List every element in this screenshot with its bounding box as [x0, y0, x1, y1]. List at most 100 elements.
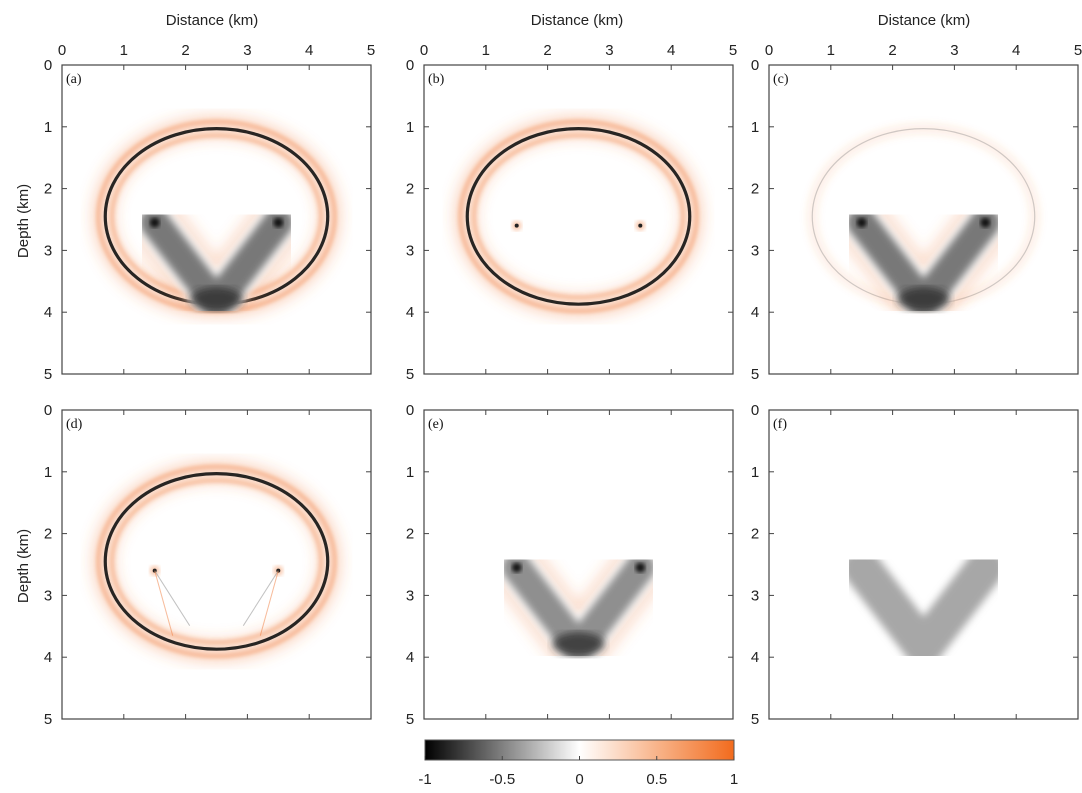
- panel-frame: [61, 64, 372, 375]
- v-tip: [273, 217, 284, 228]
- ellipse-outer-band: [96, 465, 337, 658]
- panel-label: (f): [773, 417, 787, 432]
- panel-b: 0 1 2 3 4 5 0 1 2 3 4 5 (b): [406, 42, 737, 383]
- point-trail: [154, 570, 191, 626]
- colorbar-tick-label: -1: [418, 771, 431, 788]
- panel-content: [842, 548, 1005, 667]
- ellipse-halo: [453, 114, 704, 319]
- y-tick-label: 5: [406, 711, 414, 728]
- y-axis-title-bottom: Depth (km): [15, 529, 32, 603]
- y-tick-label: 0: [751, 402, 759, 419]
- y-tick-label: 5: [44, 366, 52, 383]
- ellipse-outer-band: [458, 120, 699, 313]
- x-tick-label: 5: [367, 42, 375, 59]
- point-trail: [154, 570, 174, 636]
- ellipse-halo: [91, 459, 342, 664]
- colorbar-tick-label: 1: [730, 771, 738, 788]
- colorbar-tick-label: 0.5: [646, 771, 667, 788]
- panel-label: (e): [428, 417, 444, 432]
- x-tick-label: 1: [482, 42, 490, 59]
- y-tick-label: 5: [751, 366, 759, 383]
- ellipse-ring: [103, 472, 330, 651]
- y-tick-label: 4: [44, 649, 52, 666]
- y-tick-label: 3: [751, 242, 759, 259]
- x-tick-label: 2: [888, 42, 896, 59]
- panel-c: 0 1 2 3 4 5 0 1 2 3 4 5 (c): [751, 42, 1082, 383]
- x-tick-label: 4: [667, 42, 675, 59]
- y-tick-label: 3: [44, 242, 52, 259]
- panel-label: (b): [428, 72, 445, 87]
- colorbar: -1 -0.5 0 0.5 1: [418, 739, 738, 788]
- v-bottom: [897, 286, 950, 311]
- panel-content: [488, 539, 669, 676]
- y-tick-label: 2: [751, 181, 759, 198]
- y-tick-label: 1: [751, 464, 759, 481]
- x-axis-title-right: Distance (km): [878, 12, 971, 29]
- y-tick-label: 4: [406, 649, 414, 666]
- x-tick-label: 5: [1074, 42, 1082, 59]
- panel-content: [453, 114, 704, 319]
- x-tick-label: 0: [765, 42, 773, 59]
- y-tick-label: 2: [751, 526, 759, 543]
- panel-e: 0 1 2 3 4 5 (e): [406, 402, 734, 728]
- y-tick-label: 2: [406, 526, 414, 543]
- y-tick-label: 5: [406, 366, 414, 383]
- x-axis-title-left: Distance (km): [166, 12, 259, 29]
- ellipse-inner-band: [472, 134, 685, 299]
- x-tick-label: 3: [605, 42, 613, 59]
- v-tip: [856, 217, 867, 228]
- point-trail: [259, 570, 279, 636]
- panel-label: (a): [66, 72, 82, 87]
- v-body: [842, 548, 1005, 667]
- y-tick-label: 4: [751, 304, 759, 321]
- x-tick-label: 3: [243, 42, 251, 59]
- y-tick-label: 0: [44, 57, 52, 74]
- y-tick-label: 5: [751, 711, 759, 728]
- v-tip: [635, 562, 646, 573]
- y-tick-label: 3: [44, 587, 52, 604]
- ellipse-ring: [465, 127, 692, 306]
- v-bottom: [552, 631, 605, 656]
- y-tick-label: 3: [406, 242, 414, 259]
- x-tick-label: 5: [729, 42, 737, 59]
- panel-a: 0 1 2 3 4 5 0 1 2 3 4 5 (a): [44, 42, 375, 383]
- y-tick-label: 0: [44, 402, 52, 419]
- panel-d: 0 1 2 3 4 5 (d): [44, 402, 372, 728]
- panel-content: [807, 123, 1040, 331]
- panel-frame: [423, 409, 734, 720]
- x-tick-label: 2: [543, 42, 551, 59]
- v-tip: [980, 217, 991, 228]
- v-bottom: [190, 286, 243, 311]
- x-tick-label: 2: [181, 42, 189, 59]
- y-axis-title-top: Depth (km): [15, 184, 32, 258]
- y-tick-label: 4: [751, 649, 759, 666]
- panel-content: [91, 459, 342, 664]
- y-tick-label: 2: [406, 181, 414, 198]
- y-tick-label: 5: [44, 711, 52, 728]
- ellipse-inner-band: [110, 479, 323, 644]
- panel-f: 0 1 2 3 4 5 (f): [751, 402, 1079, 728]
- panel-content: [91, 114, 342, 331]
- y-tick-label: 0: [406, 402, 414, 419]
- colorbar-ticks: -1 -0.5 0 0.5 1: [418, 756, 738, 788]
- x-tick-label: 1: [827, 42, 835, 59]
- y-tick-label: 1: [44, 119, 52, 136]
- point-spot: [514, 223, 519, 228]
- y-tick-label: 2: [44, 526, 52, 543]
- x-tick-label: 3: [950, 42, 958, 59]
- y-tick-label: 2: [44, 181, 52, 198]
- y-tick-label: 3: [406, 587, 414, 604]
- panel-frame: [61, 409, 372, 720]
- y-tick-label: 0: [751, 57, 759, 74]
- panel-label: (c): [773, 72, 789, 87]
- panel-frame: [423, 64, 734, 375]
- x-tick-label: 0: [58, 42, 66, 59]
- y-tick-label: 0: [406, 57, 414, 74]
- colorbar-tick-label: -0.5: [489, 771, 515, 788]
- x-tick-label: 0: [420, 42, 428, 59]
- x-tick-label: 1: [120, 42, 128, 59]
- point-trail: [242, 570, 279, 626]
- y-tick-label: 1: [406, 119, 414, 136]
